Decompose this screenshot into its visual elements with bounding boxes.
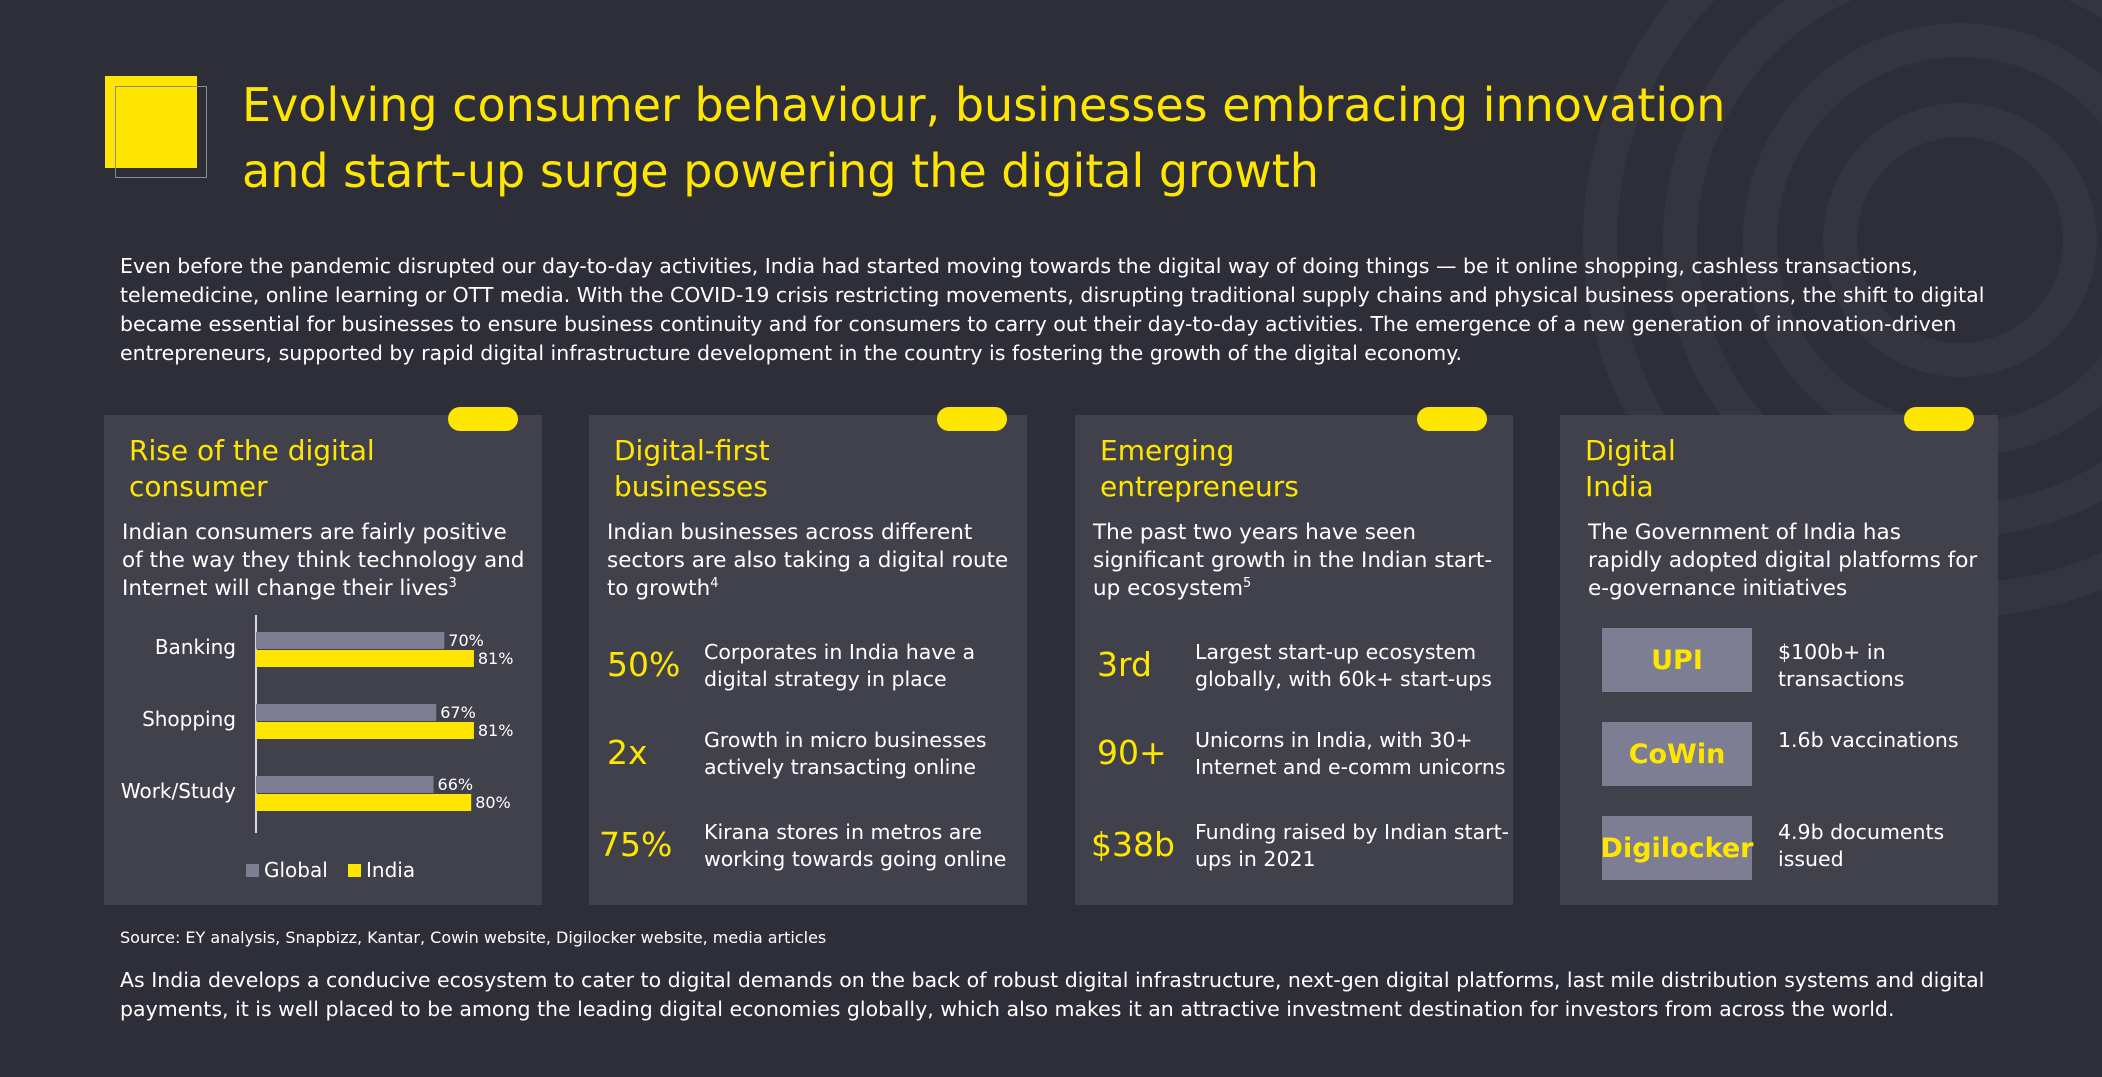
footnote-marker: 4 <box>710 575 719 591</box>
card-subtitle-text: The past two years have seen significant… <box>1093 520 1493 601</box>
bar-value-label: 81% <box>478 721 514 740</box>
bar-global <box>256 776 434 793</box>
stat-description: Largest start-up ecosystem globally, wit… <box>1195 640 1492 691</box>
card-subtitle: The Government of India has rapidly adop… <box>1588 520 1978 601</box>
page-title: Evolving consumer behaviour, businesses … <box>242 72 1942 204</box>
card-title-line-2: consumer <box>129 470 268 503</box>
bar-value-label: 81% <box>478 649 514 668</box>
footnote-marker: 3 <box>448 575 457 591</box>
bar-value-label: 80% <box>475 793 511 812</box>
consumer-bar-chart: Banking 70%81%Shopping 67%81%Work/Study 66%… <box>121 615 514 882</box>
stat-description: Funding raised by Indian start-ups in 20… <box>1195 820 1510 871</box>
stat-value: 2x <box>607 733 648 772</box>
bar-india <box>256 794 472 811</box>
card-title-line-1: Rise of the digital <box>129 434 375 467</box>
card-title: Digital-first businesses <box>614 433 994 505</box>
footnote-marker: 5 <box>1243 575 1252 591</box>
card-title-line-2: entrepreneurs <box>1100 470 1299 503</box>
category-label: Shopping <box>142 707 236 731</box>
stat-value: 75% <box>599 825 673 864</box>
stat-value: 90+ <box>1097 733 1167 772</box>
card-pill-icon <box>1904 407 1974 431</box>
bar-value-label: 66% <box>438 775 474 794</box>
intro-paragraph: Even before the pandemic disrupted our d… <box>120 254 1985 365</box>
card-subtitle: The past two years have seen significant… <box>1093 519 1498 603</box>
card-title: Digital India <box>1585 433 1965 505</box>
stat-description: Kirana stores in metros are working towa… <box>704 820 1007 871</box>
category-label: Banking <box>155 635 236 659</box>
platform-badge-cowin: CoWin <box>1602 722 1752 786</box>
legend-label: India <box>366 858 415 882</box>
card-pill-icon <box>1417 407 1487 431</box>
platform-description: 4.9b documents issued <box>1778 820 1945 871</box>
stat-value: $38b <box>1091 825 1175 864</box>
card-title: Rise of the digital consumer <box>129 433 509 505</box>
stat-value: 50% <box>607 645 681 684</box>
title-mark-icon <box>105 76 207 178</box>
bar-global <box>256 704 437 721</box>
stat-description: Unicorns in India, with 30+ Internet and… <box>1195 728 1506 779</box>
stat-description: Growth in micro businesses actively tran… <box>704 728 987 779</box>
card-title-line-1: Digital <box>1585 434 1676 467</box>
platform-badge-upi: UPI <box>1602 628 1752 692</box>
card-emerging-entrepreneurs: Emerging entrepreneurs The past two year… <box>1075 407 1513 905</box>
legend-swatch-global <box>246 864 259 877</box>
platform-description: 1.6b vaccinations <box>1778 728 1959 752</box>
card-subtitle-text: Indian businesses across different secto… <box>607 520 1009 601</box>
bar-value-label: 70% <box>448 631 484 650</box>
bar-india <box>256 650 474 667</box>
card-title: Emerging entrepreneurs <box>1100 433 1480 505</box>
card-title-line-2: India <box>1585 470 1654 503</box>
bar-global <box>256 632 445 649</box>
card-pill-icon <box>448 407 518 431</box>
card-title-line-1: Emerging <box>1100 434 1235 467</box>
bar-value-label: 67% <box>440 703 476 722</box>
card-subtitle-text: Indian consumers are fairly positive of … <box>122 520 525 601</box>
card-digital-india: Digital India The Government of India ha… <box>1560 407 1998 905</box>
card-title-line-1: Digital-first <box>614 434 770 467</box>
card-subtitle: Indian businesses across different secto… <box>607 519 1012 603</box>
legend-swatch-india <box>348 864 361 877</box>
category-label: Work/Study <box>121 779 236 803</box>
card-digital-consumer: Rise of the digital consumer Indian cons… <box>104 407 542 905</box>
title-line-2: and start-up surge powering the digital … <box>242 144 1319 198</box>
platform-badge-digilocker: Digilocker <box>1601 816 1753 880</box>
stat-value: 3rd <box>1097 645 1152 684</box>
card-digital-first-businesses: Digital-first businesses Indian business… <box>589 407 1027 905</box>
closing-paragraph: As India develops a conducive ecosystem … <box>120 968 1985 1021</box>
card-subtitle: Indian consumers are fairly positive of … <box>122 519 527 603</box>
platform-description: $100b+ in transactions <box>1778 640 1905 691</box>
bar-india <box>256 722 474 739</box>
card-pill-icon <box>937 407 1007 431</box>
source-note: Source: EY analysis, Snapbizz, Kantar, C… <box>120 928 827 947</box>
legend-label: Global <box>264 858 328 882</box>
card-title-line-2: businesses <box>614 470 768 503</box>
title-line-1: Evolving consumer behaviour, businesses … <box>242 78 1726 132</box>
stat-description: Corporates in India have a digital strat… <box>704 640 976 691</box>
